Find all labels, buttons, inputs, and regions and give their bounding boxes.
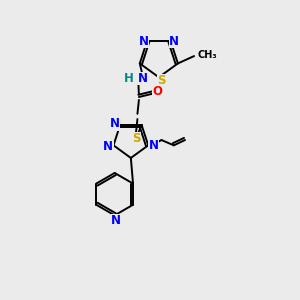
Text: S: S	[132, 132, 140, 145]
Text: N: N	[138, 72, 148, 85]
Text: H: H	[124, 72, 134, 85]
Text: N: N	[169, 34, 179, 48]
Text: S: S	[158, 74, 166, 87]
Text: O: O	[152, 85, 162, 98]
Text: CH₃: CH₃	[198, 50, 217, 60]
Text: N: N	[148, 139, 158, 152]
Text: N: N	[139, 34, 148, 48]
Text: N: N	[103, 140, 113, 153]
Text: N: N	[110, 117, 120, 130]
Text: N: N	[111, 214, 121, 227]
